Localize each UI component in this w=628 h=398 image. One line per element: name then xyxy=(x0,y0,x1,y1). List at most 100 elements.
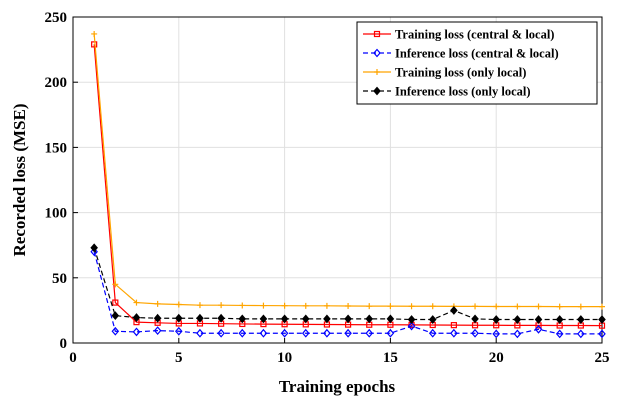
data-point xyxy=(428,315,437,324)
x-tick-label: 5 xyxy=(175,350,183,366)
data-point xyxy=(428,328,437,338)
x-tick-label: 15 xyxy=(383,350,398,366)
data-point xyxy=(301,328,310,338)
data-point xyxy=(280,314,289,324)
data-point xyxy=(514,303,521,310)
data-point xyxy=(534,324,543,334)
data-point xyxy=(302,302,309,309)
legend-marker xyxy=(373,30,381,38)
data-point xyxy=(323,328,331,338)
x-tick-label: 20 xyxy=(489,350,504,366)
data-point xyxy=(386,328,395,338)
legend-label: Inference loss (only local) xyxy=(395,85,531,99)
data-point xyxy=(407,315,416,324)
data-point xyxy=(281,302,288,309)
data-point xyxy=(429,303,436,310)
series-2 xyxy=(90,247,606,339)
data-point xyxy=(577,315,585,324)
legend-item: Inference loss (only local) xyxy=(363,85,531,99)
series-group xyxy=(90,30,606,339)
legend-label: Training loss (only local) xyxy=(395,66,526,80)
series-line xyxy=(93,44,603,327)
data-point xyxy=(386,314,395,324)
data-point xyxy=(471,328,479,338)
data-point xyxy=(175,326,183,336)
data-point xyxy=(492,315,500,324)
data-point xyxy=(555,329,564,339)
x-axis-label: Training epochs xyxy=(279,377,396,396)
y-tick-label: 0 xyxy=(60,336,68,352)
data-point xyxy=(132,327,141,337)
data-point xyxy=(238,328,247,338)
data-point xyxy=(301,314,310,324)
data-point xyxy=(111,326,120,336)
data-point xyxy=(175,301,182,308)
data-point xyxy=(91,41,98,48)
data-point xyxy=(112,281,119,288)
y-tick-label: 150 xyxy=(45,140,68,156)
legend-label: Inference loss (central & local) xyxy=(395,47,559,61)
data-point xyxy=(555,315,564,324)
y-tick-label: 250 xyxy=(45,10,68,26)
data-point xyxy=(472,303,479,310)
data-point xyxy=(577,329,585,339)
plot-frame xyxy=(72,16,603,344)
y-axis-label: Recorded loss (MSE) xyxy=(10,104,29,257)
data-point xyxy=(366,303,373,310)
data-point xyxy=(259,328,268,338)
data-point xyxy=(577,303,584,310)
data-point xyxy=(175,313,183,323)
data-point xyxy=(153,313,162,323)
data-point xyxy=(556,303,563,310)
y-tick-label: 200 xyxy=(45,75,68,91)
legend: Training loss (central & local) Inference… xyxy=(356,21,598,105)
legend-box xyxy=(356,21,598,105)
data-point xyxy=(534,315,543,324)
data-point xyxy=(90,243,98,253)
data-point xyxy=(280,328,289,338)
data-point xyxy=(133,299,140,306)
data-point xyxy=(259,314,268,324)
y-tick-label: 100 xyxy=(45,206,68,222)
data-point xyxy=(365,314,374,324)
x-tick-label: 10 xyxy=(277,350,292,366)
data-point xyxy=(471,314,479,324)
data-point xyxy=(599,303,605,310)
data-point xyxy=(260,302,267,309)
data-point xyxy=(365,328,374,338)
data-point xyxy=(239,302,246,309)
data-point xyxy=(493,303,500,310)
data-point xyxy=(407,321,416,331)
data-point xyxy=(344,314,352,324)
data-point xyxy=(238,314,247,324)
legend-item: Inference loss (central & local) xyxy=(363,47,559,61)
data-point xyxy=(598,315,606,324)
data-point xyxy=(323,314,331,324)
series-4 xyxy=(90,243,606,324)
data-point xyxy=(450,322,457,329)
data-point xyxy=(217,313,225,323)
legend-marker xyxy=(373,86,381,96)
data-point xyxy=(387,303,394,310)
data-point xyxy=(154,300,161,307)
legend-item: Training loss (only local) xyxy=(363,66,526,80)
x-tick-label: 25 xyxy=(595,350,610,366)
data-point xyxy=(450,328,458,338)
data-point xyxy=(132,313,141,322)
data-point xyxy=(217,328,225,338)
legend-marker xyxy=(374,69,380,75)
data-point xyxy=(91,30,98,37)
data-point xyxy=(111,311,120,321)
data-point xyxy=(450,305,458,315)
x-tick-label: 0 xyxy=(69,350,77,366)
data-point xyxy=(90,247,98,257)
data-point xyxy=(112,299,119,306)
data-point xyxy=(513,315,522,324)
legend-marker xyxy=(373,48,381,58)
data-point xyxy=(196,313,204,323)
y-tick-label: 50 xyxy=(52,271,67,287)
data-point xyxy=(513,329,522,339)
data-point xyxy=(598,329,606,339)
